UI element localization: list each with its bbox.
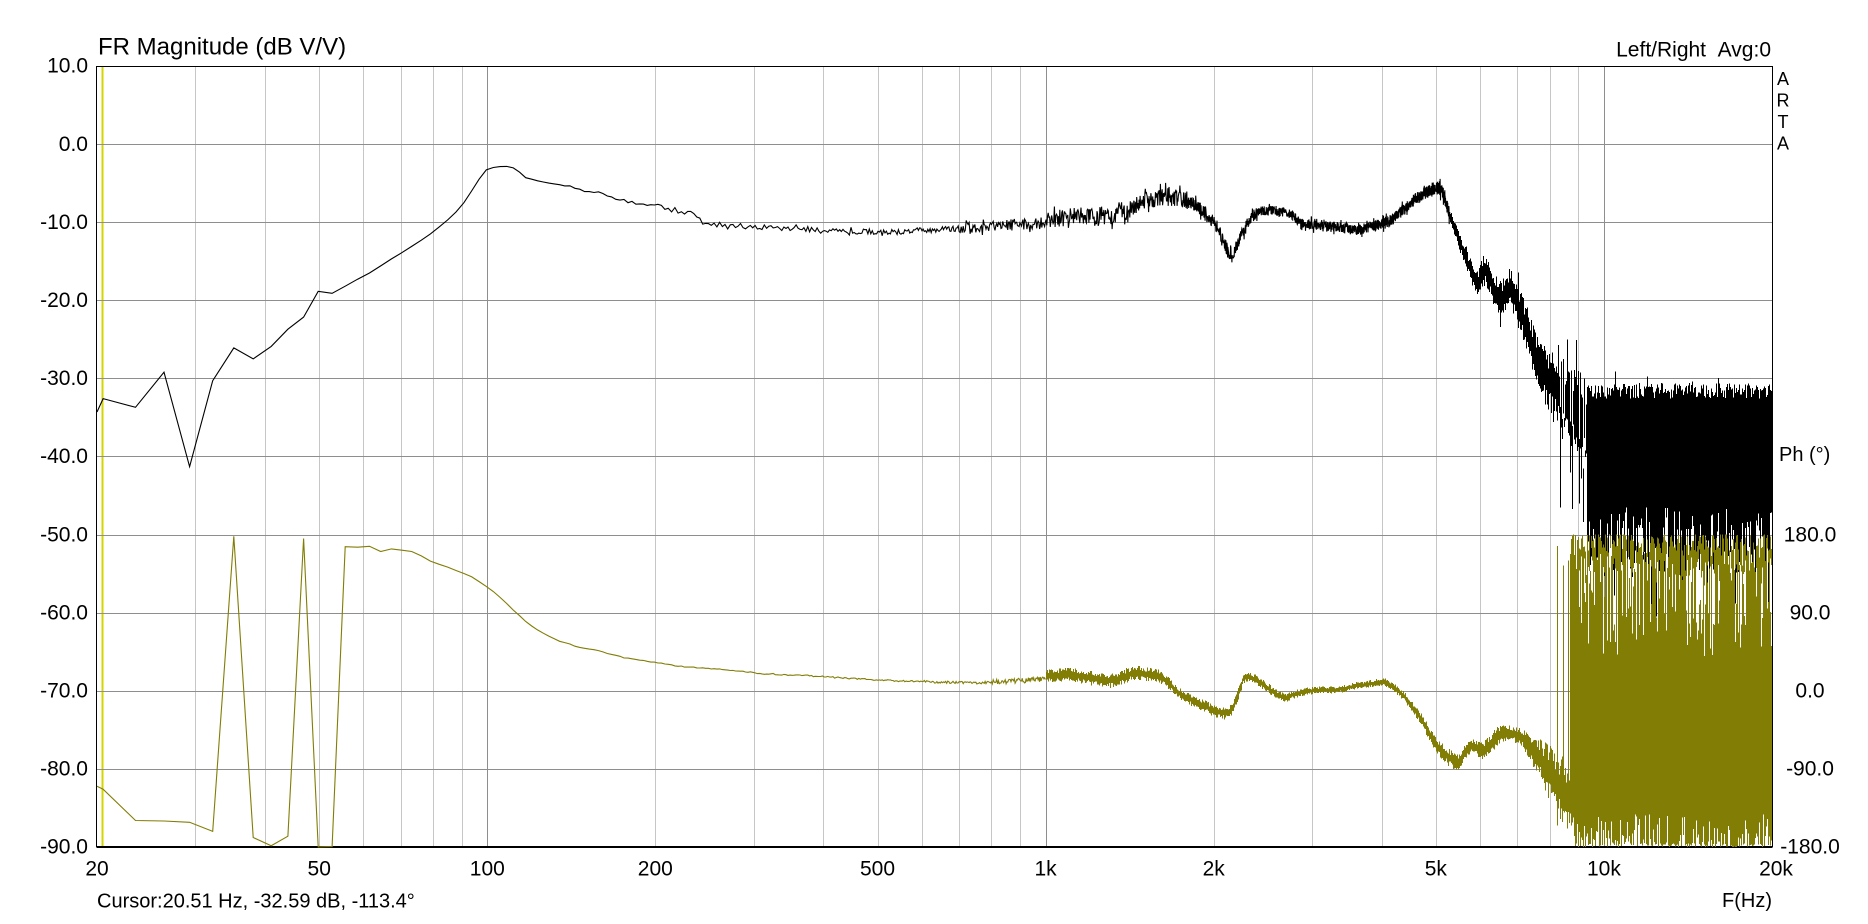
svg-text:FR Magnitude (dB V/V): FR Magnitude (dB V/V) [98, 34, 346, 61]
svg-text:Ph (°): Ph (°) [1779, 444, 1830, 466]
svg-text:20k: 20k [1759, 858, 1793, 881]
svg-text:100: 100 [470, 858, 505, 881]
svg-text:500: 500 [860, 858, 895, 881]
svg-text:R: R [1777, 91, 1790, 111]
svg-text:50: 50 [308, 858, 331, 881]
svg-text:-10.0: -10.0 [40, 211, 88, 234]
svg-text:-30.0: -30.0 [40, 367, 88, 390]
svg-text:2k: 2k [1203, 858, 1226, 881]
svg-text:-80.0: -80.0 [40, 758, 88, 781]
svg-text:90.0: 90.0 [1790, 601, 1831, 624]
svg-text:A: A [1777, 134, 1789, 154]
svg-text:-40.0: -40.0 [40, 445, 88, 468]
svg-text:-60.0: -60.0 [40, 601, 88, 624]
svg-text:Cursor:20.51 Hz, -32.59 dB, -1: Cursor:20.51 Hz, -32.59 dB, -113.4° [97, 891, 415, 913]
svg-text:1k: 1k [1035, 858, 1058, 881]
svg-text:-90.0: -90.0 [1786, 758, 1834, 781]
svg-text:-180.0: -180.0 [1780, 836, 1840, 859]
svg-text:0.0: 0.0 [1795, 680, 1824, 703]
svg-text:200: 200 [638, 858, 673, 881]
svg-text:-50.0: -50.0 [40, 523, 88, 546]
svg-text:Left/Right Avg:0: Left/Right Avg:0 [1616, 39, 1771, 62]
svg-text:F(Hz): F(Hz) [1722, 890, 1772, 912]
svg-text:T: T [1778, 112, 1789, 132]
svg-text:20: 20 [85, 858, 108, 881]
svg-text:-70.0: -70.0 [40, 680, 88, 703]
svg-text:5k: 5k [1425, 858, 1448, 881]
svg-text:0.0: 0.0 [59, 133, 88, 156]
svg-text:A: A [1777, 69, 1789, 89]
svg-text:180.0: 180.0 [1784, 523, 1837, 546]
svg-text:-90.0: -90.0 [40, 836, 88, 859]
svg-text:-20.0: -20.0 [40, 289, 88, 312]
svg-text:10k: 10k [1587, 858, 1621, 881]
svg-text:10.0: 10.0 [47, 55, 88, 78]
